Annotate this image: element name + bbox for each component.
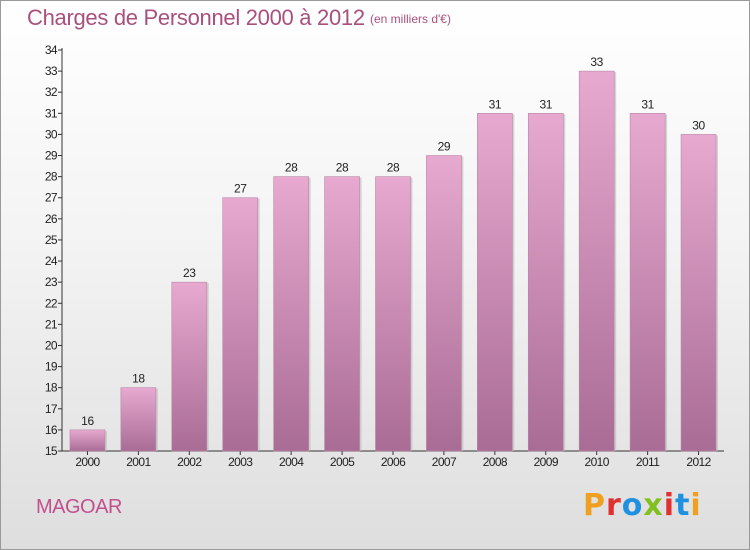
logo-letter: r	[606, 488, 622, 523]
logo-letter: i	[690, 488, 702, 523]
value-label: 31	[539, 97, 552, 111]
y-tick-label: 34	[45, 43, 58, 57]
y-tick-label: 19	[45, 360, 58, 374]
commune-name: MAGOAR	[36, 496, 122, 518]
y-tick-label: 21	[45, 317, 58, 331]
bar-2009[interactable]	[527, 113, 564, 452]
logo-letter: o	[621, 488, 644, 523]
bar-2000[interactable]	[69, 429, 106, 452]
bar-2001[interactable]	[120, 387, 157, 452]
bar-2012[interactable]	[680, 134, 717, 452]
y-tick-label: 28	[45, 170, 58, 184]
bar-2005[interactable]	[324, 176, 360, 452]
value-label: 16	[81, 414, 94, 428]
value-label: 27	[234, 182, 247, 196]
x-tick-label: 2003	[228, 455, 253, 469]
y-tick-label: 29	[45, 149, 58, 163]
bar-layer	[69, 70, 719, 452]
value-label: 28	[285, 161, 298, 175]
y-tick-label: 18	[45, 381, 58, 395]
x-tick-label: 2002	[177, 455, 202, 469]
y-tick-label: 22	[45, 296, 58, 310]
logo-letter: i	[663, 488, 676, 523]
y-tick-label: 33	[45, 64, 58, 78]
y-tick-label: 26	[45, 212, 58, 226]
x-tick-label: 2012	[686, 455, 711, 469]
label-layer: 2000 16 2001 18 2002 23 2003 27 2004 28 2005 28 2006…	[75, 55, 712, 469]
bar-2010[interactable]	[578, 70, 615, 452]
x-tick-label: 2004	[279, 455, 304, 469]
y-tick-label: 17	[45, 402, 58, 416]
chart-title: Charges de Personnel 2000 à 2012	[27, 5, 365, 30]
bar-2003[interactable]	[222, 197, 259, 452]
y-tick-label: 27	[45, 191, 58, 205]
x-tick-label: 2006	[381, 455, 406, 469]
bar-2007[interactable]	[426, 155, 462, 452]
y-tick-label: 24	[45, 254, 58, 268]
value-label: 18	[132, 372, 145, 386]
proxiti-logo[interactable]: Proxiti	[583, 488, 702, 523]
value-label: 28	[387, 161, 400, 175]
x-tick-label: 2007	[432, 455, 457, 469]
y-tick-label: 16	[45, 423, 58, 437]
bar-2004[interactable]	[273, 176, 309, 452]
bar-2008[interactable]	[477, 113, 513, 452]
x-tick-label: 2009	[534, 455, 559, 469]
y-tick-label: 23	[45, 275, 58, 289]
value-label: 29	[438, 140, 451, 154]
value-label: 31	[641, 97, 654, 111]
value-label: 28	[336, 161, 349, 175]
y-tick-label: 31	[45, 106, 58, 120]
logo-letter: t	[675, 488, 691, 523]
value-label: 30	[692, 118, 705, 132]
y-tick-label: 25	[45, 233, 58, 247]
x-tick-label: 2011	[636, 455, 660, 469]
logo-letter: x	[643, 488, 664, 523]
value-label: 23	[183, 266, 196, 280]
logo-letter: P	[583, 488, 606, 523]
value-label: 31	[489, 97, 502, 111]
y-tick-label: 32	[45, 85, 58, 99]
bar-2002[interactable]	[171, 281, 208, 452]
x-tick-label: 2000	[75, 455, 100, 469]
x-tick-label: 2010	[585, 455, 610, 469]
y-tick-label: 15	[45, 444, 58, 458]
y-tick-label: 30	[45, 127, 58, 141]
x-tick-label: 2001	[126, 455, 151, 469]
bar-2006[interactable]	[375, 176, 411, 452]
chart-unit: (en milliers d'€)	[370, 12, 451, 26]
y-tick-label: 20	[45, 338, 58, 352]
x-tick-label: 2008	[483, 455, 508, 469]
bar-2011[interactable]	[629, 113, 666, 452]
x-tick-label: 2005	[330, 455, 355, 469]
value-label: 33	[590, 55, 603, 69]
